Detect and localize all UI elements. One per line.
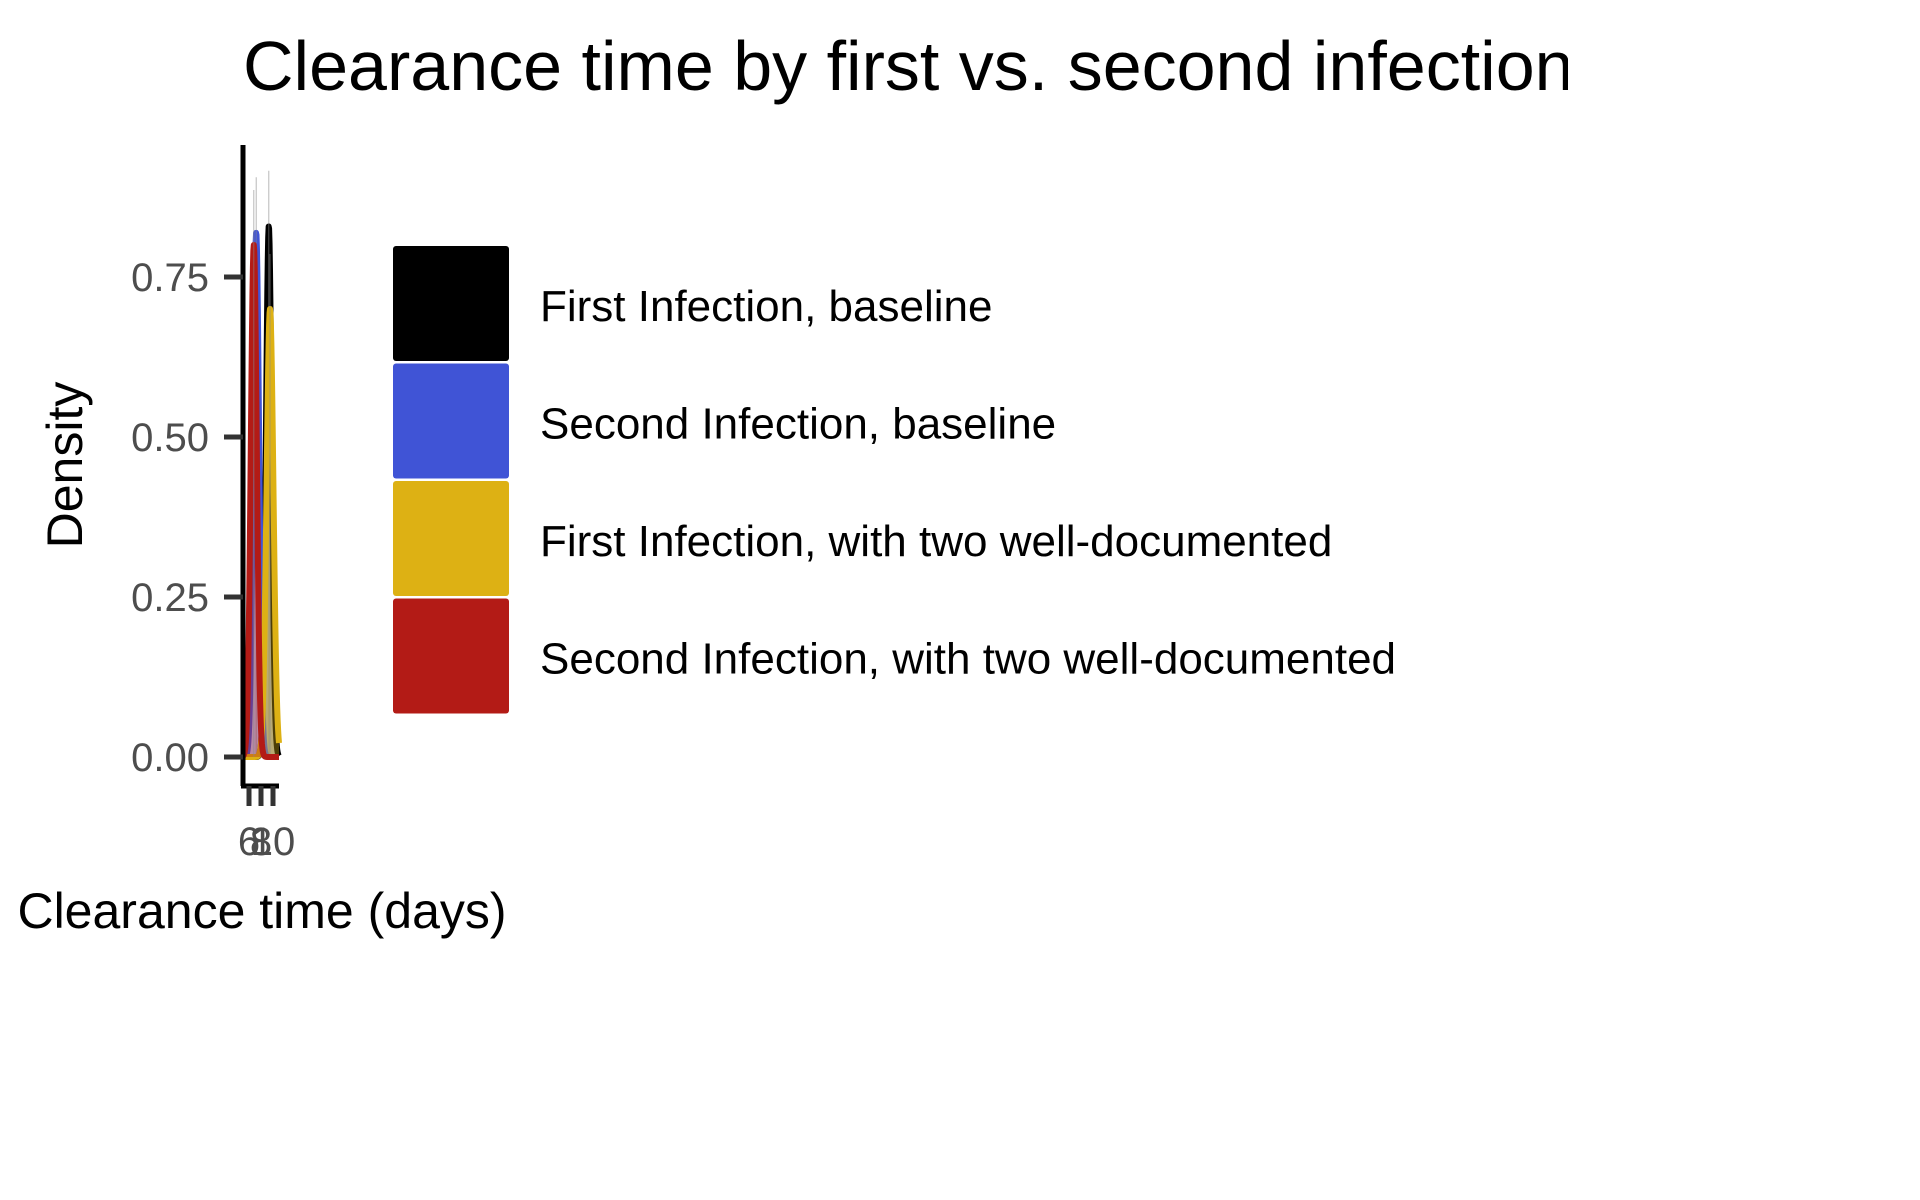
legend-label: First Infection, with two well-documente…: [540, 517, 1332, 566]
density-line-4: [240, 242, 282, 760]
legend-swatch: [393, 363, 509, 479]
density-chart: Clearance time by first vs. second infec…: [17, 27, 1568, 939]
y-axis-ticks: 0.00 0.25 0.50 0.75: [131, 256, 243, 780]
y-axis-title: Density: [37, 382, 93, 549]
plot-area: [240, 170, 282, 760]
y-tick-label: 0.00: [131, 736, 209, 780]
x-tick-label: 8: [250, 820, 272, 864]
legend-swatch: [393, 481, 509, 596]
x-tick-label: 10: [251, 820, 296, 864]
legend-label: First Infection, baseline: [540, 282, 992, 331]
legend-label: Second Infection, baseline: [540, 400, 1056, 449]
chart-title: Clearance time by first vs. second infec…: [243, 27, 1568, 105]
y-tick-label: 0.25: [131, 576, 209, 620]
legend-swatch: [393, 246, 509, 361]
y-tick-label: 0.50: [131, 416, 209, 460]
x-tick-label: 6: [238, 820, 260, 864]
x-axis-title: Clearance time (days): [17, 883, 506, 939]
y-tick-label: 0.75: [131, 256, 209, 300]
legend: First Infection, baseline Second Infectio…: [393, 246, 1396, 714]
legend-label: Second Infection, with two well-document…: [540, 635, 1396, 684]
legend-swatch: [393, 598, 509, 714]
